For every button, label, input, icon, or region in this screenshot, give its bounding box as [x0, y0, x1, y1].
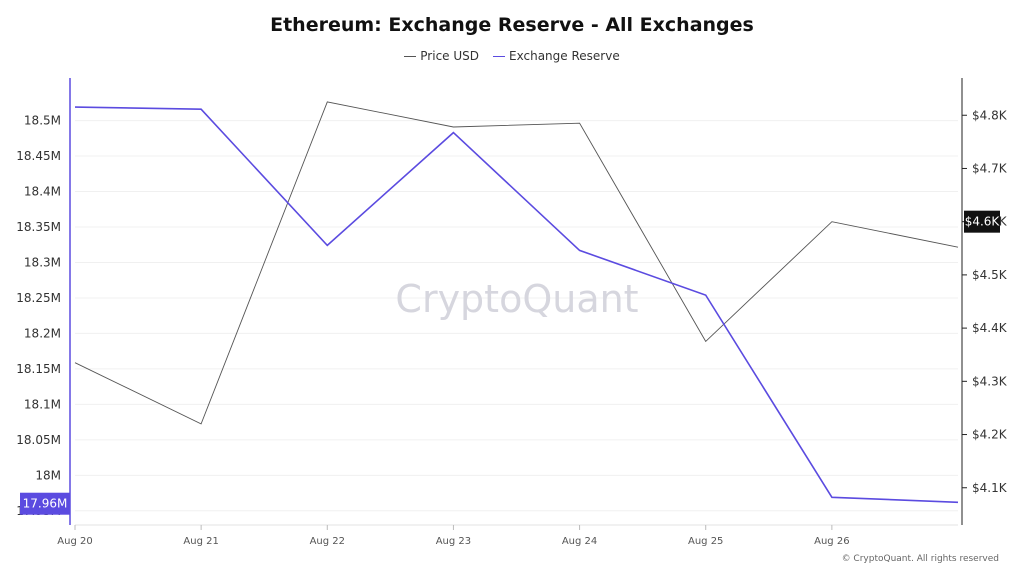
legend-swatch-reserve	[493, 55, 506, 57]
right-tick-label: $4.5K	[972, 268, 1008, 282]
left-tick-label: 18M	[35, 468, 61, 482]
legend-item-reserve[interactable]: Exchange Reserve	[493, 49, 620, 63]
current-reserve-label: 17.96M	[23, 497, 68, 511]
x-tick-label: Aug 21	[183, 536, 218, 547]
left-tick-label: 18.3M	[24, 255, 61, 269]
left-tick-label: 18.2M	[24, 326, 61, 340]
x-tick-label: Aug 23	[436, 536, 471, 547]
current-reserve-badge	[20, 492, 70, 515]
legend-label-reserve: Exchange Reserve	[509, 49, 620, 63]
left-tick-label: 18.25M	[16, 291, 61, 305]
watermark: CryptoQuant	[395, 277, 638, 321]
left-tick-label: 18.15M	[16, 362, 61, 376]
x-tick-label: Aug 22	[310, 536, 345, 547]
legend: Price USD Exchange Reserve	[0, 49, 1024, 63]
price-usd-line	[74, 101, 959, 425]
left-tick-label: 18.35M	[16, 220, 61, 234]
left-tick-label: 18.45M	[16, 149, 61, 163]
right-tick-label: $4.2K	[972, 428, 1008, 442]
right-tick-label: $4.3K	[972, 374, 1008, 388]
legend-item-price[interactable]: Price USD	[404, 49, 479, 63]
right-tick-label: $4.8K	[972, 108, 1008, 122]
right-tick-label: $4.1K	[972, 481, 1008, 495]
current-price-label: $4.6K	[965, 215, 1001, 229]
exchange-reserve-line	[74, 106, 959, 504]
right-tick-label: $4.7K	[972, 161, 1008, 175]
current-price-badge	[964, 210, 1000, 233]
x-tick-label: Aug 20	[57, 536, 92, 547]
chart-title: Ethereum: Exchange Reserve - All Exchang…	[270, 14, 754, 36]
left-tick-label: 18.05M	[16, 433, 61, 447]
x-tick-label: Aug 25	[688, 536, 723, 547]
left-tick-label: 18.4M	[24, 185, 61, 199]
x-tick-label: Aug 24	[562, 536, 597, 547]
left-tick-label: 18.1M	[24, 397, 61, 411]
copyright-footer: © CryptoQuant. All rights reserved	[841, 554, 999, 564]
left-tick-label: 18.5M	[24, 114, 61, 128]
legend-swatch-price	[404, 55, 417, 57]
legend-label-price: Price USD	[420, 49, 480, 63]
right-tick-label: $4.4K	[972, 321, 1008, 335]
x-tick-label: Aug 26	[814, 536, 849, 547]
